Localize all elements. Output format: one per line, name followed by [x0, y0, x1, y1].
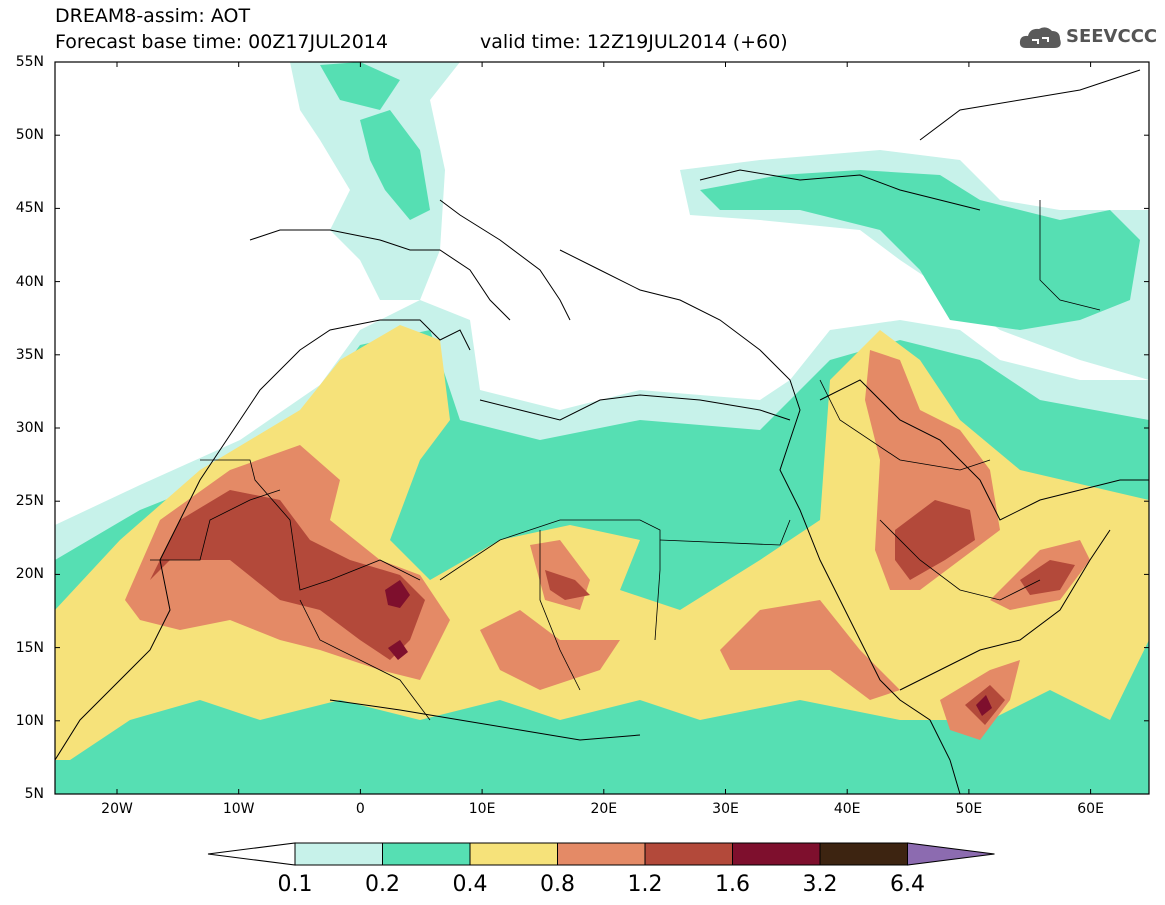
colorbar-label: 0.2: [365, 872, 400, 897]
colorbar-swatch: [294, 842, 383, 866]
lon-label: 30E: [712, 801, 739, 817]
colorbar-swatch: [819, 842, 908, 866]
borders: [150, 200, 1101, 721]
cloud-icon: [1019, 27, 1061, 48]
colorbar-low-arrow: [207, 842, 296, 866]
lon-label: 0: [355, 801, 365, 817]
lat-label: 15N: [15, 639, 44, 656]
lon-label: 50E: [955, 801, 983, 817]
seevccc-logo: SEEVCCC: [1018, 22, 1158, 54]
lat-label: 35N: [15, 346, 44, 363]
axis-ticks: [55, 61, 1149, 795]
colorbar-swatch: [644, 842, 733, 866]
lat-label: 55N: [15, 54, 44, 70]
lat-label: 40N: [15, 273, 44, 290]
colorbar-label: 1.2: [627, 872, 663, 897]
lon-label: 10E: [468, 801, 496, 817]
lat-label: 10N: [15, 712, 44, 729]
forecast-base-time: Forecast base time: 00Z17JUL2014: [55, 31, 388, 53]
logo-text: SEEVCCC: [1066, 26, 1158, 47]
colorbar-swatch: [382, 842, 471, 866]
chart-title: DREAM8-assim: AOT: [55, 5, 251, 27]
lon-label: 20W: [101, 801, 133, 817]
lat-label: 50N: [15, 127, 44, 144]
valid-time: valid time: 12Z19JUL2014 (+60): [480, 31, 788, 53]
lon-label: 10W: [222, 801, 255, 817]
lat-label: 20N: [15, 566, 44, 583]
colorbar-label: 1.6: [715, 872, 750, 897]
colorbar-label: 0.4: [452, 872, 488, 897]
colorbar-label: 0.8: [540, 872, 575, 897]
lat-label: 30N: [15, 420, 44, 436]
aot-band-1.6: [385, 580, 410, 608]
coastlines: [55, 69, 1149, 794]
lon-label: 60E: [1077, 801, 1104, 817]
aot-contours: [55, 62, 1149, 794]
colorbar-label: 3.2: [802, 872, 838, 897]
lon-label: 40E: [833, 801, 861, 817]
colorbar-swatch: [557, 842, 646, 866]
colorbar-label: 6.4: [890, 872, 925, 897]
aot-band-1.2: [150, 490, 425, 660]
colorbar-swatch: [732, 842, 821, 866]
lat-label: 45N: [15, 200, 44, 217]
colorbar-high-arrow: [907, 842, 995, 866]
colorbar-swatch: [469, 842, 558, 866]
lat-label: 5N: [24, 786, 44, 802]
lat-label: 25N: [15, 493, 44, 510]
colorbar-label: 0.1: [277, 872, 313, 897]
lon-label: 20E: [590, 801, 618, 817]
